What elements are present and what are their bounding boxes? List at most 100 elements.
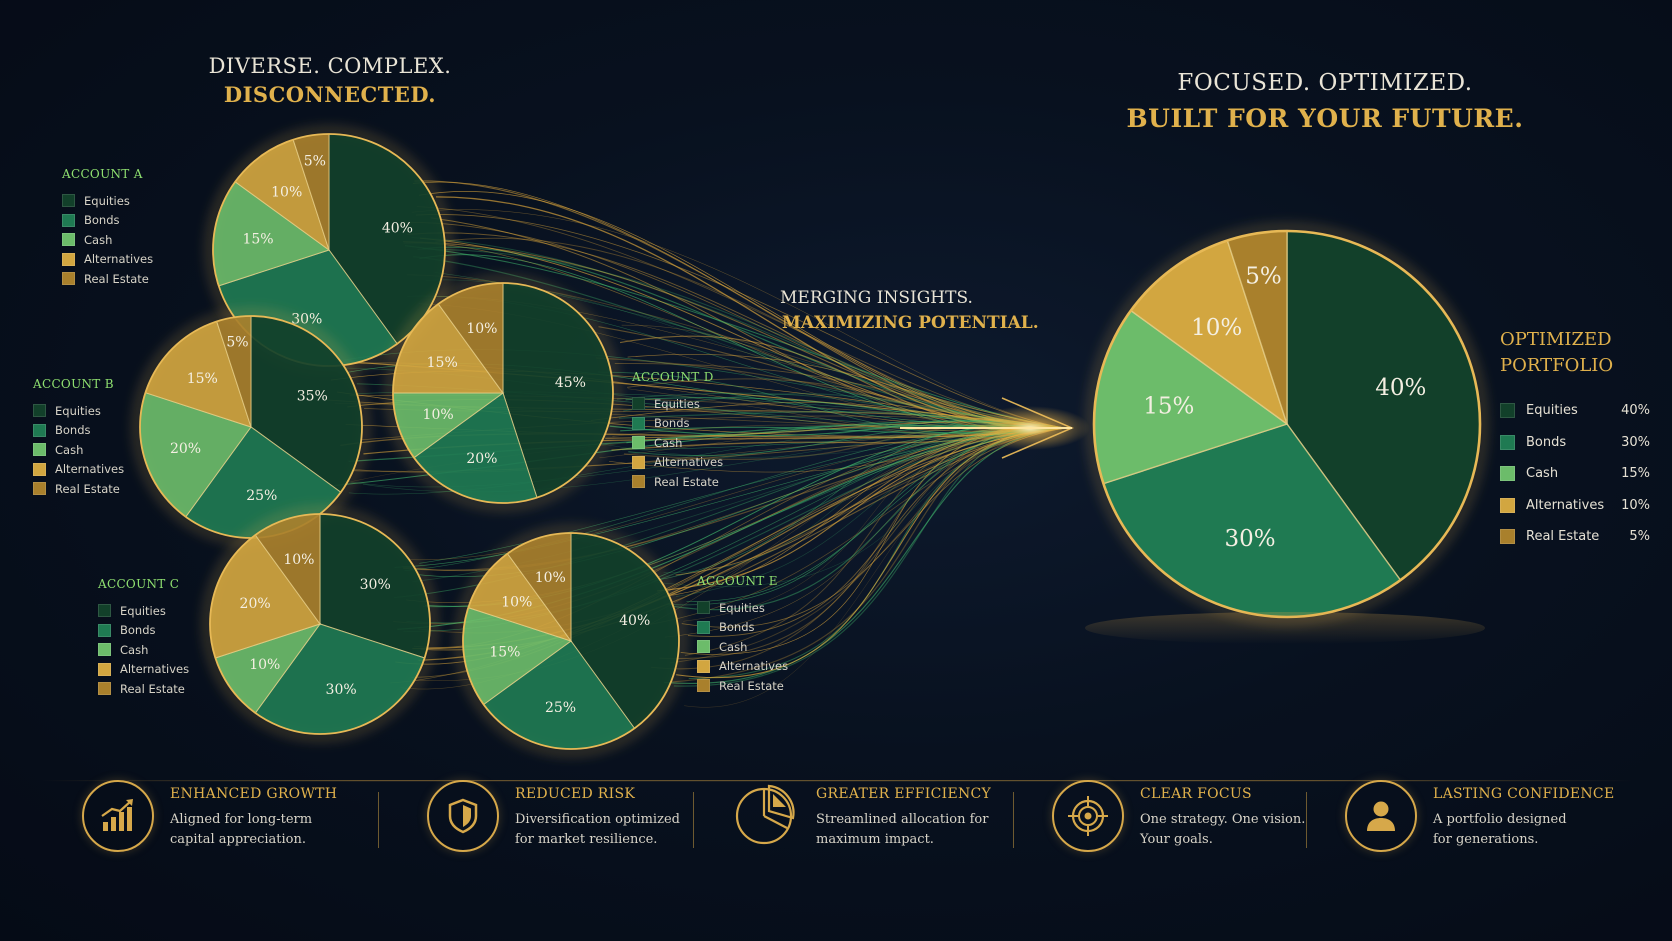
legend-label: Bonds: [55, 423, 91, 438]
legend-swatch: [632, 397, 645, 411]
stream-line: [419, 237, 1066, 429]
legend-label: Bonds: [719, 620, 755, 635]
pie-chart-account-d: 45% 20% 10% 15% 10%: [387, 277, 619, 509]
slice-value-label: 15%: [489, 644, 520, 660]
left-headline-line1: DIVERSE. COMPLEX.: [208, 54, 452, 78]
legend-swatch: [33, 443, 46, 457]
slice-value-label: 15%: [242, 232, 273, 248]
legend-swatch: [1500, 529, 1515, 545]
legend-title: ACCOUNT A: [62, 167, 143, 181]
legend-value: 40%: [1621, 403, 1650, 419]
legend-item: Equities: [98, 601, 189, 621]
pie-chart-icon: [732, 780, 800, 848]
legend-label: Cash: [55, 442, 84, 457]
legend-label: Cash: [1526, 466, 1559, 482]
slice-value-label: 20%: [170, 441, 201, 457]
slice-value-label: 10%: [249, 657, 280, 673]
legend-label: Cash: [120, 642, 149, 657]
legend-item: Equities 40%: [1500, 395, 1650, 427]
legend-item: Bonds: [632, 414, 723, 434]
feature-separator: [1013, 792, 1014, 848]
legend-item: Cash 15%: [1500, 458, 1650, 490]
feature-description: Streamlined allocation for maximum impact…: [816, 810, 991, 850]
legend-title: ACCOUNT C: [98, 577, 180, 591]
legend-item: Real Estate: [632, 472, 723, 492]
legend-item: Real Estate: [98, 679, 189, 699]
slice-value-label: 45%: [555, 375, 586, 391]
legend-item: Real Estate: [62, 269, 153, 289]
legend-item: Real Estate 5%: [1500, 521, 1650, 553]
slice-value-label: 30%: [326, 682, 357, 698]
feature-title: LASTING CONFIDENCE: [1433, 786, 1615, 802]
legend-item: Alternatives: [697, 657, 788, 677]
legend-label: Bonds: [120, 623, 156, 638]
legend-swatch: [33, 462, 46, 476]
legend-swatch: [98, 643, 111, 657]
target-icon: [1052, 780, 1124, 852]
legend-swatch: [1500, 497, 1515, 513]
stream-line: [407, 232, 1066, 429]
slice-value-label: 25%: [246, 488, 277, 504]
feature-description-line1: Aligned for long-term: [170, 812, 313, 827]
feature-row: ENHANCED GROWTH Aligned for long-term cap…: [0, 780, 1672, 900]
legend-item: Bonds: [33, 421, 124, 441]
stream-line: [411, 209, 1066, 429]
feature-clear-focus: CLEAR FOCUS One strategy. One vision. You…: [1052, 780, 1305, 852]
pie-chart-account-c: 30% 30% 10% 20% 10%: [204, 508, 436, 740]
legend-label: Equities: [120, 603, 166, 618]
slice-value-label: 10%: [271, 185, 302, 201]
legend-swatch: [632, 455, 645, 469]
legend-item: Bonds 30%: [1500, 427, 1650, 459]
feature-greater-efficiency: GREATER EFFICIENCY Streamlined allocatio…: [732, 780, 991, 850]
legend-swatch: [1500, 403, 1515, 419]
legend-label: Cash: [84, 232, 113, 247]
legend-label: Alternatives: [1526, 497, 1605, 513]
legend-item: Cash: [98, 640, 189, 660]
slice-value-label: 5%: [304, 154, 326, 170]
legend-swatch: [632, 475, 645, 489]
feature-description: Diversification optimized for market resi…: [515, 810, 680, 850]
legend-swatch: [33, 423, 46, 437]
floor-reflection: [1085, 612, 1485, 644]
legend-label: Real Estate: [1526, 529, 1600, 545]
slice-value-label: 10%: [283, 552, 314, 568]
legend-item: Real Estate: [697, 676, 788, 696]
feature-description-line1: Streamlined allocation for: [816, 812, 989, 827]
legend-account-d: ACCOUNT D Equities Bonds Cash Alternativ…: [632, 370, 723, 492]
feature-description-line2: maximum impact.: [816, 832, 934, 847]
left-headline-line2: DISCONNECTED.: [223, 82, 437, 107]
feature-separator: [378, 792, 379, 848]
slice-value-label: 40%: [619, 613, 650, 629]
legend-item: Alternatives: [98, 660, 189, 680]
feature-lasting-confidence: LASTING CONFIDENCE A portfolio designed f…: [1345, 780, 1614, 852]
slice-value-label: 35%: [297, 389, 328, 405]
feature-description-line2: capital appreciation.: [170, 832, 306, 847]
stream-line: [416, 214, 1066, 429]
legend-label: Cash: [654, 435, 683, 450]
legend-value: 30%: [1621, 434, 1650, 450]
legend-swatch: [33, 482, 46, 496]
legend-swatch: [1500, 466, 1515, 482]
slice-value-label: 40%: [382, 221, 413, 237]
legend-value: 10%: [1621, 497, 1650, 513]
legend-swatch: [98, 623, 111, 637]
legend-account-b: ACCOUNT B Equities Bonds Cash Alternativ…: [33, 377, 124, 499]
feature-description: Aligned for long-term capital appreciatio…: [170, 810, 337, 850]
legend-label: Real Estate: [654, 474, 719, 489]
legend-item: Equities: [697, 598, 788, 618]
pie-rim: [209, 513, 431, 735]
legend-swatch: [697, 601, 710, 615]
feature-description-line1: Diversification optimized: [515, 812, 680, 827]
legend-item: Bonds: [62, 211, 153, 231]
legend-swatch: [62, 213, 75, 227]
legend-label: Equities: [1526, 403, 1578, 419]
legend-swatch: [632, 436, 645, 450]
feature-reduced-risk: REDUCED RISK Diversification optimized fo…: [427, 780, 680, 852]
legend-label: Real Estate: [120, 681, 185, 696]
right-headline-line1: FOCUSED. OPTIMIZED.: [1177, 70, 1473, 96]
legend-item: Real Estate: [33, 479, 124, 499]
legend-item: Alternatives: [33, 460, 124, 480]
slice-value-label: 10%: [423, 407, 454, 423]
legend-label: Alternatives: [84, 252, 154, 267]
